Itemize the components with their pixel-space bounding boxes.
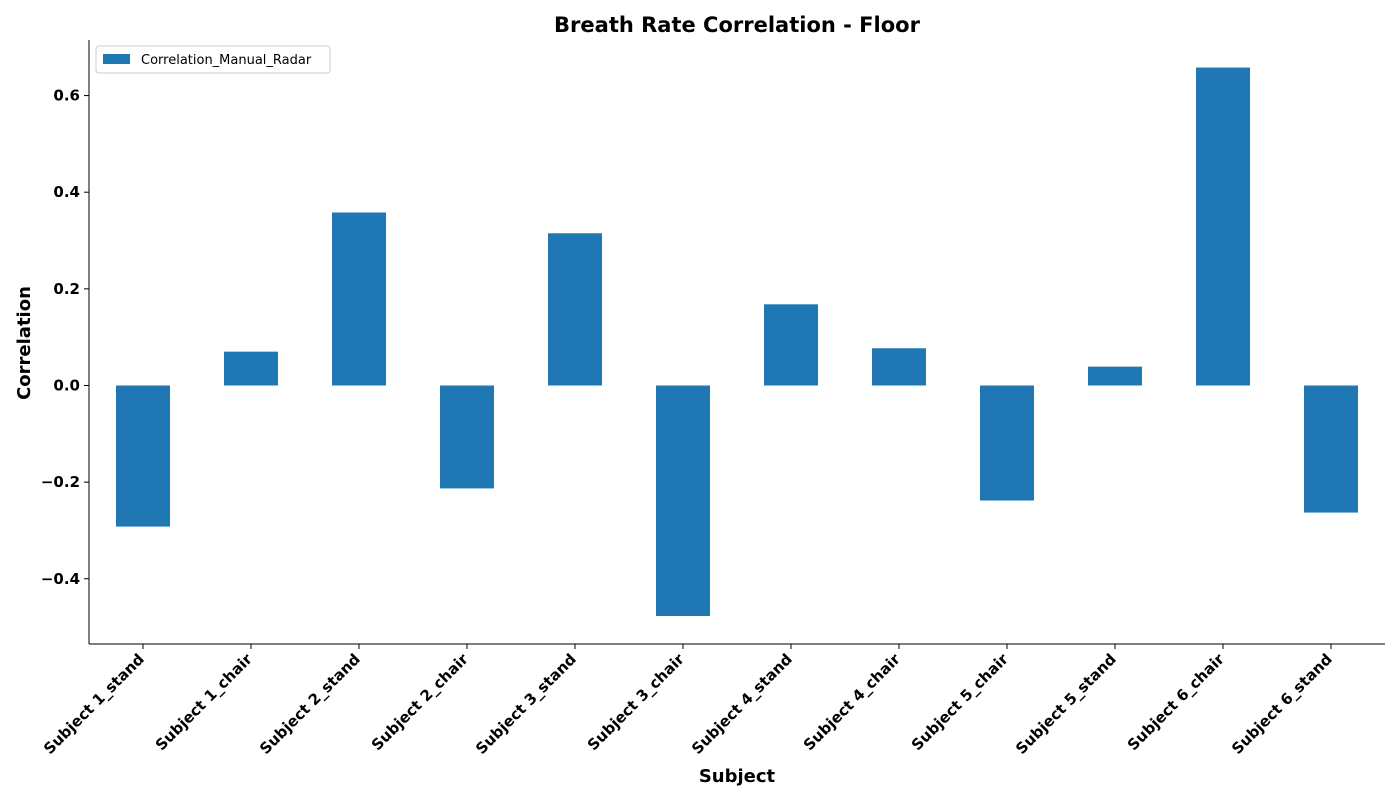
x-tick-label: Subject 4_stand xyxy=(688,650,796,758)
bar-1 xyxy=(224,351,278,386)
x-tick-label: Subject 4_chair xyxy=(800,650,904,754)
y-tick-label: −0.4 xyxy=(41,570,80,588)
bars-group xyxy=(116,67,1358,616)
x-tick-label: Subject 2_chair xyxy=(368,650,472,754)
x-tick-label: Subject 1_chair xyxy=(152,650,256,754)
x-tick-label: Subject 5_chair xyxy=(908,650,1012,754)
x-tick-label: Subject 3_stand xyxy=(472,650,580,758)
y-tick-label: −0.2 xyxy=(41,473,80,491)
bar-6 xyxy=(764,304,818,386)
x-tick-label: Subject 3_chair xyxy=(584,650,688,754)
x-tick-label: Subject 1_stand xyxy=(40,650,148,758)
x-axis-ticks: Subject 1_stand Subject 1_chair Subject 2_… xyxy=(40,644,1336,758)
bar-9 xyxy=(1088,366,1142,386)
x-axis-label: Subject xyxy=(699,766,776,787)
chart-title: Breath Rate Correlation - Floor xyxy=(554,13,921,37)
bar-5 xyxy=(656,385,710,616)
bar-7 xyxy=(872,348,926,386)
bar-2 xyxy=(332,212,386,386)
bar-4 xyxy=(548,233,602,386)
y-tick-label: 0.6 xyxy=(53,87,80,105)
legend-frame xyxy=(95,45,331,74)
x-tick-label: Subject 5_stand xyxy=(1012,650,1120,758)
legend-swatch xyxy=(103,54,130,64)
legend-label: Correlation_Manual_Radar xyxy=(141,53,312,68)
legend: Correlation_Manual_Radar xyxy=(95,45,331,74)
y-tick-label: 0.0 xyxy=(53,376,80,394)
x-tick-label: Subject 2_stand xyxy=(256,650,364,758)
y-tick-label: 0.2 xyxy=(53,280,80,298)
y-axis-ticks: −0.4 −0.2 0.0 0.2 0.4 0.6 xyxy=(41,87,89,588)
bar-10 xyxy=(1196,67,1250,386)
bar-8 xyxy=(980,385,1034,501)
bar-3 xyxy=(440,385,494,489)
bar-0 xyxy=(116,385,170,527)
x-tick-label: Subject 6_stand xyxy=(1228,650,1336,758)
y-axis-label: Correlation xyxy=(14,286,35,400)
x-tick-label: Subject 6_chair xyxy=(1124,650,1228,754)
y-tick-label: 0.4 xyxy=(53,183,80,201)
bar-11 xyxy=(1304,385,1358,513)
